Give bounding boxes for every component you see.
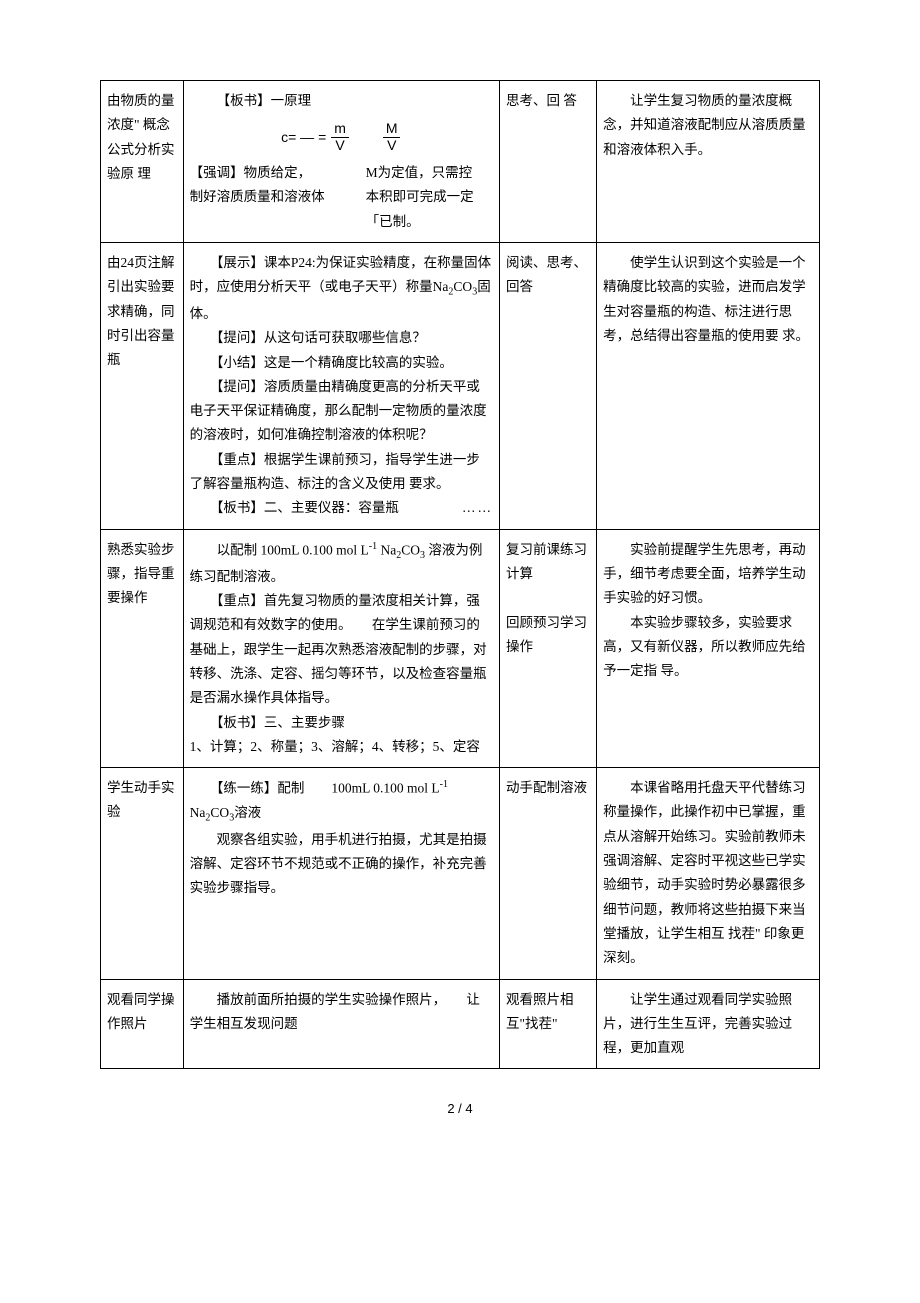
table-row: 观看同学操作照片 播放前面所拍摄的学生实验操作照片， 让学生相互发现问题 观看照… bbox=[101, 979, 820, 1069]
formula: c= — = m V M V bbox=[190, 121, 493, 153]
board-label: 【板书】一原理 bbox=[190, 89, 493, 113]
paragraph: 1、计算；2、称量；3、溶解；4、转移；5、定容 bbox=[190, 735, 493, 759]
emphasis-body: 制好溶质质量和溶液体 bbox=[190, 189, 325, 204]
cell-intent: 本课省略用托盘天平代替练习称量操作，此操作初中已掌握，重点从溶解开始练习。实验前… bbox=[597, 768, 820, 979]
text: Na bbox=[377, 542, 396, 557]
paragraph: 【板书】三、主要步骤 bbox=[190, 711, 493, 735]
fraction: m V bbox=[330, 121, 350, 153]
text: CO bbox=[453, 279, 472, 294]
cell-teacher: 【板书】一原理 c= — = m V M V bbox=[183, 81, 499, 243]
cell-teacher: 【展示】课本P24:为保证实验精度，在称量固体时，应使用分析天平（或电子天平）称… bbox=[183, 242, 499, 529]
note-line: 本积即可完成一定 bbox=[366, 185, 493, 209]
text: Na bbox=[190, 805, 206, 820]
paragraph: 观察各组实验，用手机进行拍摄，尤其是拍摄溶解、定容环节不规范或不正确的操作，补充… bbox=[190, 828, 493, 901]
page-number: 2 / 4 bbox=[100, 1097, 820, 1120]
cell-student: 观看照片相互"找茬" bbox=[500, 979, 597, 1069]
paragraph: 以配制 100mL 0.100 mol L-1 Na2CO3 溶液为例练习配制溶… bbox=[190, 538, 493, 589]
cell-intent: 让学生通过观看同学实验照片，进行生生互评，完善实验过程，更加直观 bbox=[597, 979, 820, 1069]
emphasis-label: 【强调】物质给定， bbox=[190, 165, 312, 180]
cell-teacher: 以配制 100mL 0.100 mol L-1 Na2CO3 溶液为例练习配制溶… bbox=[183, 529, 499, 768]
text: 【练一练】配制 100mL 0.100 mol L bbox=[190, 781, 440, 796]
table-row: 由物质的量浓度" 概念公式分析实验原 理 【板书】一原理 c= — = m V … bbox=[101, 81, 820, 243]
text: CO bbox=[401, 542, 420, 557]
cell-stage: 由24页注解引出实验要求精确，同时引出容量瓶 bbox=[101, 242, 184, 529]
paragraph: 【小结】这是一个精确度比较高的实验。 bbox=[190, 351, 493, 375]
cell-student: 动手配制溶液 bbox=[500, 768, 597, 979]
cell-intent: 实验前提醒学生先思考，再动手，细节考虑要全面，培养学生动手实验的好习惯。 本实验… bbox=[597, 529, 820, 768]
paragraph: 【重点】根据学生课前预习，指导学生进一步了解容量瓶构造、标注的含义及使用 要求。 bbox=[190, 448, 493, 497]
cell-teacher: 播放前面所拍摄的学生实验操作照片， 让学生相互发现问题 bbox=[183, 979, 499, 1069]
cell-stage: 由物质的量浓度" 概念公式分析实验原 理 bbox=[101, 81, 184, 243]
cell-teacher: 【练一练】配制 100mL 0.100 mol L-1 Na2CO3溶液 观察各… bbox=[183, 768, 499, 979]
fraction: M V bbox=[382, 121, 402, 153]
cell-student: 阅读、思考、回答 bbox=[500, 242, 597, 529]
text: 以配制 100mL 0.100 mol L bbox=[190, 542, 369, 557]
text: 溶液 bbox=[234, 805, 261, 820]
frac-den: V bbox=[331, 137, 348, 153]
cell-student: 复习前课练习计算 回顾预习学习操作 bbox=[500, 529, 597, 768]
paragraph: 【板书】二、主要仪器：容量瓶 …… bbox=[190, 496, 493, 520]
table-row: 学生动手实验 【练一练】配制 100mL 0.100 mol L-1 Na2CO… bbox=[101, 768, 820, 979]
cell-stage: 观看同学操作照片 bbox=[101, 979, 184, 1069]
cell-stage: 熟悉实验步骤，指导重要操作 bbox=[101, 529, 184, 768]
frac-num: M bbox=[382, 121, 402, 136]
note-line: 「已制。 bbox=[366, 210, 493, 234]
ellipsis: …… bbox=[462, 496, 493, 520]
paragraph: 【展示】课本P24:为保证实验精度，在称量固体时，应使用分析天平（或电子天平）称… bbox=[190, 251, 493, 326]
table-row: 由24页注解引出实验要求精确，同时引出容量瓶 【展示】课本P24:为保证实验精度… bbox=[101, 242, 820, 529]
paragraph: 【提问】从这句话可获取哪些信息？ bbox=[190, 326, 493, 350]
paragraph: 【重点】首先复习物质的量浓度相关计算，强调规范和有效数字的使用。 在学生课前预习… bbox=[190, 589, 493, 710]
cell-intent: 让学生复习物质的量浓度概念，并知道溶液配制应从溶质质量和溶液体积入手。 bbox=[597, 81, 820, 243]
frac-den: V bbox=[383, 137, 400, 153]
table-row: 熟悉实验步骤，指导重要操作 以配制 100mL 0.100 mol L-1 Na… bbox=[101, 529, 820, 768]
lesson-plan-table: 由物质的量浓度" 概念公式分析实验原 理 【板书】一原理 c= — = m V … bbox=[100, 80, 820, 1069]
cell-student: 思考、回 答 bbox=[500, 81, 597, 243]
cell-stage: 学生动手实验 bbox=[101, 768, 184, 979]
note-line: M为定值，只需控 bbox=[366, 161, 493, 185]
formula-lhs: c= — = bbox=[281, 125, 326, 150]
superscript: -1 bbox=[440, 779, 448, 790]
cell-intent: 使学生认识到这个实验是一个精确度比较高的实验，进而启发学生对容量瓶的构造、标注进… bbox=[597, 242, 820, 529]
text: 【展示】课本P24:为保证实验精度，在称量固体时，应使用分析天平（或电子天平）称… bbox=[190, 255, 492, 294]
subscript: 3 bbox=[420, 550, 425, 561]
paragraph: 【练一练】配制 100mL 0.100 mol L-1 Na2CO3溶液 bbox=[190, 776, 493, 827]
side-note: M为定值，只需控 本积即可完成一定 「已制。 bbox=[366, 161, 493, 234]
text: 【板书】二、主要仪器：容量瓶 bbox=[190, 500, 399, 515]
frac-num: m bbox=[330, 121, 350, 136]
superscript: -1 bbox=[369, 541, 377, 552]
paragraph: 【提问】溶质质量由精确度更高的分析天平或电子天平保证精确度，那么配制一定物质的量… bbox=[190, 375, 493, 448]
text: CO bbox=[210, 805, 229, 820]
